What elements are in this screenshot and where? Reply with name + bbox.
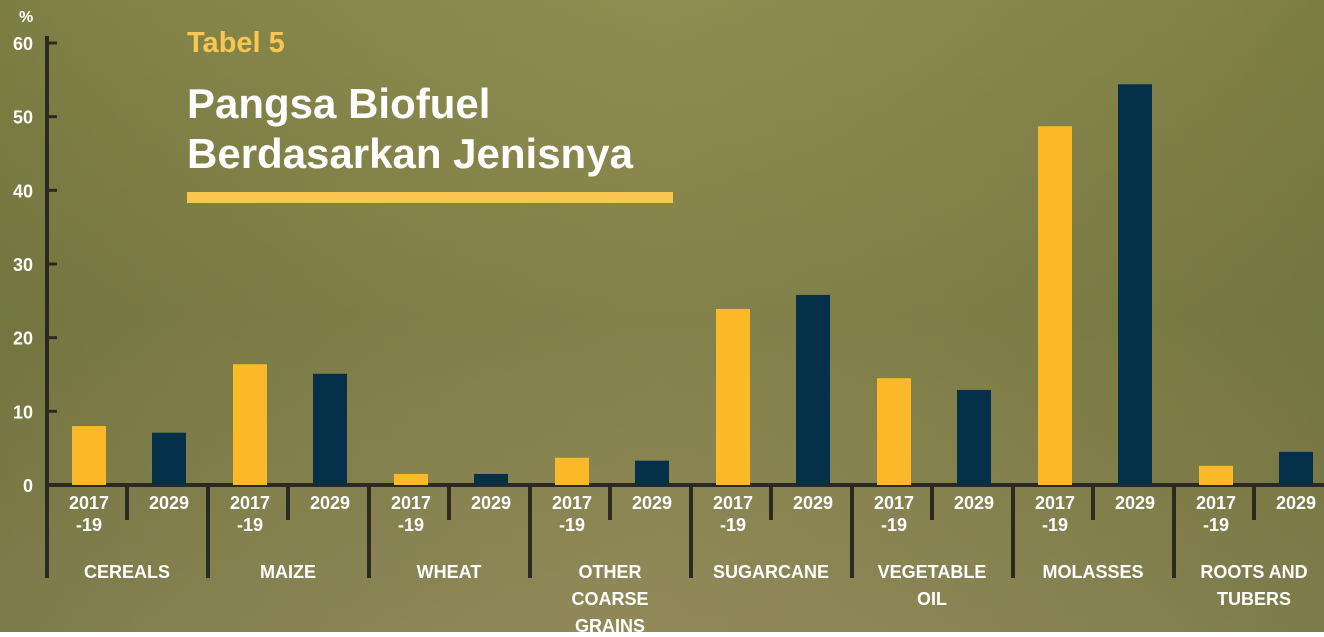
x-tick-label: SUGARCANE xyxy=(713,562,829,582)
title-underline xyxy=(187,192,673,203)
series-label: 2029 xyxy=(1276,493,1316,513)
y-tick-label: 20 xyxy=(13,329,33,349)
y-tick-label: 10 xyxy=(13,402,33,422)
bar xyxy=(1199,466,1233,485)
bar xyxy=(635,461,669,485)
bar xyxy=(716,309,750,485)
bar xyxy=(796,295,830,485)
y-tick-label: 60 xyxy=(13,34,33,54)
y-tick-label: 40 xyxy=(13,181,33,201)
x-tick-label: MAIZE xyxy=(260,562,316,582)
y-tick-label: 50 xyxy=(13,108,33,128)
bar xyxy=(72,426,106,485)
bar xyxy=(233,364,267,485)
series-label: 2029 xyxy=(632,493,672,513)
series-label: 2029 xyxy=(471,493,511,513)
series-label: 2029 xyxy=(954,493,994,513)
bar xyxy=(474,474,508,485)
bar xyxy=(877,378,911,485)
series-label: 2029 xyxy=(149,493,189,513)
bar xyxy=(1038,126,1072,485)
series-label: 2029 xyxy=(793,493,833,513)
bar xyxy=(1118,84,1152,485)
bar xyxy=(1279,452,1313,485)
bar xyxy=(394,474,428,485)
bar xyxy=(152,433,186,485)
series-label: 2029 xyxy=(310,493,350,513)
x-tick-label: CEREALS xyxy=(84,562,170,582)
y-axis-label: % xyxy=(19,9,33,26)
y-tick-label: 0 xyxy=(23,476,33,496)
series-label: 2029 xyxy=(1115,493,1155,513)
chart-label: Tabel 5 xyxy=(187,27,285,59)
bar xyxy=(555,458,589,485)
bar xyxy=(957,390,991,485)
x-tick-label: MOLASSES xyxy=(1042,562,1143,582)
chart: Tabel 5 Pangsa BiofuelBerdasarkan Jenisn… xyxy=(0,0,1324,632)
y-tick-label: 30 xyxy=(13,255,33,275)
x-tick-label: WHEAT xyxy=(417,562,482,582)
bar xyxy=(313,374,347,485)
